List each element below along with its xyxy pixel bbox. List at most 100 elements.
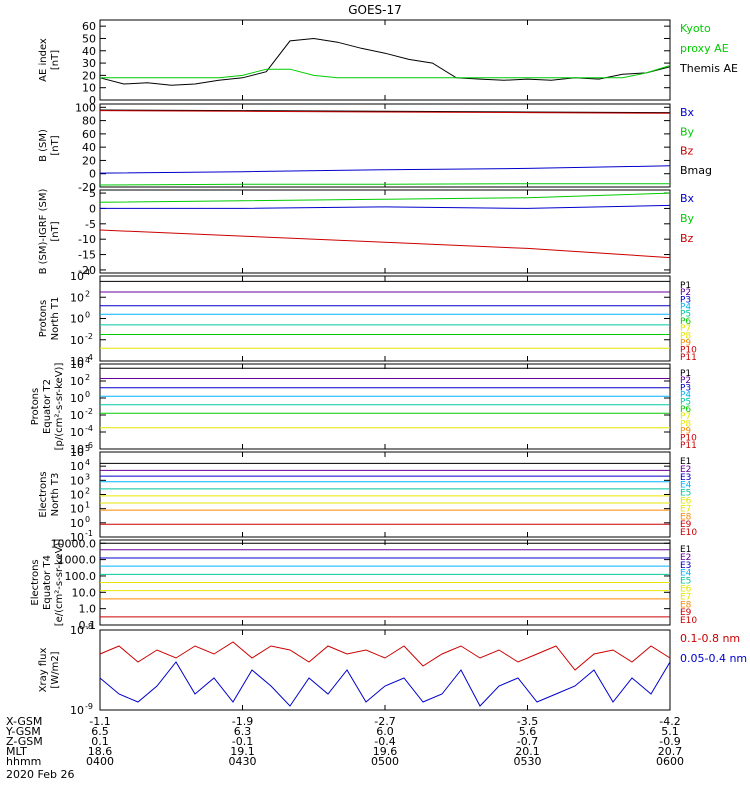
legend-label: E4 (680, 569, 692, 579)
legend-label: Bmag (680, 164, 712, 177)
panel-frame (99, 189, 671, 274)
y-tick-label: 1000.0 (58, 554, 97, 567)
series-line (100, 65, 671, 79)
x-axis-row-label: Z-GSM (6, 735, 43, 748)
y-tick-label: 20 (82, 69, 96, 82)
legend-label: P10 (680, 434, 697, 444)
y-axis-label: Equator T4 (42, 555, 53, 610)
legend-label: P1 (680, 369, 691, 379)
legend-label: P5 (680, 398, 691, 408)
y-axis-label: Protons (30, 388, 41, 425)
y-tick-exponent: -6 (85, 441, 93, 450)
legend-label: P8 (680, 331, 691, 341)
x-axis-value: -0.7 (517, 735, 538, 748)
y-axis-label: [W/m2] (50, 651, 61, 688)
y-tick-label: 100.0 (65, 570, 97, 583)
y-tick-exponent: 4 (85, 356, 90, 365)
x-axis-value: 0530 (514, 755, 542, 768)
legend-label: P11 (680, 353, 697, 363)
x-axis-row-label: MLT (6, 745, 27, 758)
y-tick-label: 10 (70, 624, 84, 637)
y-tick-label: 10 (70, 392, 84, 405)
y-tick-label: 80 (82, 115, 96, 128)
y-tick-label: 10 (70, 334, 84, 347)
legend-label: proxy AE (680, 42, 729, 55)
y-tick-label: 10 (70, 474, 84, 487)
legend-label: P6 (680, 317, 691, 327)
x-axis-value: 0400 (86, 755, 114, 768)
x-axis-row-label: Y-GSM (5, 725, 41, 738)
y-axis-label: Electrons (38, 471, 49, 517)
y-tick-label: 10 (70, 355, 84, 368)
legend-label: P4 (680, 391, 691, 401)
y-tick-label: 1.0 (79, 603, 97, 616)
y-axis-label: Equator T2 (42, 379, 53, 434)
y-tick-label: 0 (89, 202, 96, 215)
x-axis-value: 0430 (229, 755, 257, 768)
y-tick-label: 10 (70, 517, 84, 530)
y-tick-label: -10 (78, 233, 96, 246)
legend-label: E9 (680, 520, 692, 530)
legend-label: P11 (680, 441, 697, 451)
y-axis-label: [e/(cm²-s-sr-keV)] (54, 539, 65, 627)
x-axis-value: 19.6 (373, 745, 398, 758)
y-tick-label: 50 (82, 32, 96, 45)
legend-label: P7 (680, 324, 691, 334)
x-axis-value: -0.9 (659, 735, 680, 748)
y-tick-exponent: -2 (85, 332, 93, 341)
y-axis-label: North T1 (50, 297, 61, 341)
y-tick-label: 10 (70, 489, 84, 502)
y-axis-label: B (SM) (38, 129, 49, 162)
y-tick-label: 5 (89, 187, 96, 200)
legend-label: E6 (680, 497, 692, 507)
y-tick-label: 10 (70, 443, 84, 456)
panel-frame (99, 363, 671, 450)
y-tick-label: 10.0 (72, 586, 97, 599)
y-tick-label: 10 (82, 82, 96, 95)
y-tick-exponent: 4 (85, 458, 90, 467)
legend-label: By (680, 212, 695, 225)
x-axis-value: 20.1 (515, 745, 540, 758)
chart-title: GOES-17 (348, 3, 402, 17)
y-tick-label: 10 (70, 270, 84, 283)
legend-label: Bx (680, 106, 695, 119)
y-tick-label: 10 (70, 503, 84, 516)
legend-label: P8 (680, 419, 691, 429)
date-label: 2020 Feb 26 (6, 768, 74, 781)
y-axis-label: [nT] (50, 135, 61, 155)
y-tick-label: -20 (78, 264, 96, 277)
y-tick-exponent: -1 (85, 529, 93, 538)
legend-label: E9 (680, 608, 692, 618)
legend-label: Bz (680, 232, 694, 245)
x-axis-value: -1.9 (232, 715, 253, 728)
y-tick-label: 10 (70, 375, 84, 388)
x-axis-value: -0.1 (232, 735, 253, 748)
y-tick-label: 40 (82, 45, 96, 58)
x-axis-value: 0600 (656, 755, 684, 768)
y-axis-label: North T3 (50, 473, 61, 517)
series-line (99, 165, 671, 174)
x-axis-value: 20.7 (658, 745, 683, 758)
y-tick-label: 30 (82, 57, 96, 70)
x-axis-value: -4.2 (659, 715, 680, 728)
y-tick-label: 10 (70, 531, 84, 544)
y-tick-label: 0.1 (79, 619, 97, 632)
x-axis-value: 5.1 (661, 725, 679, 738)
legend-label: P2 (680, 376, 691, 386)
x-axis-value: -3.5 (517, 715, 538, 728)
legend-label: Bx (680, 192, 695, 205)
y-tick-exponent: 2 (85, 373, 90, 382)
y-tick-label: 10 (70, 313, 84, 326)
y-tick-label: 10 (70, 704, 84, 717)
y-tick-label: 10 (70, 358, 84, 371)
y-tick-exponent: 0 (85, 311, 90, 320)
legend-label: E10 (680, 528, 697, 538)
legend-label: Bz (680, 145, 694, 158)
panel-frame (99, 19, 671, 101)
panel-7: 0.1 1.0 10.0 100.0 1000.0 10000.0 Electrons Equ… (30, 537, 697, 632)
panel-3: -20 -15 -10 -5 0 5 B (SM)-IGRF (SM) [nT] Bx By Bz (38, 187, 695, 277)
